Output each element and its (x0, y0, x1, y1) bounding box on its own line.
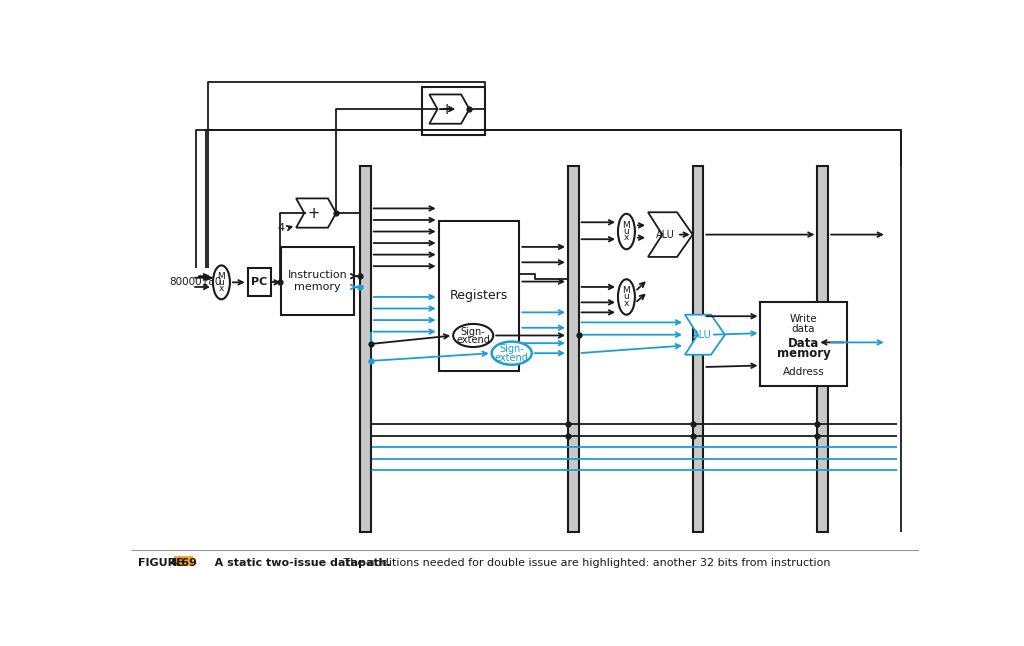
Polygon shape (685, 315, 725, 355)
Bar (174, 556, 193, 567)
Bar (422, 87, 484, 134)
Text: memory: memory (294, 282, 341, 292)
Text: +: + (441, 101, 453, 116)
Text: Sign-: Sign- (500, 344, 524, 354)
Text: u: u (624, 227, 630, 236)
Text: u: u (218, 278, 224, 287)
Text: M: M (217, 272, 225, 280)
Text: x: x (219, 284, 224, 293)
Bar (248, 269, 270, 297)
Ellipse shape (617, 214, 635, 249)
Ellipse shape (617, 279, 635, 315)
Text: The additions needed for double issue are highlighted: another 32 bits from inst: The additions needed for double issue ar… (340, 557, 830, 568)
Polygon shape (296, 198, 336, 227)
Text: M: M (623, 221, 631, 230)
Bar (692, 166, 703, 532)
Text: u: u (624, 293, 630, 302)
Bar (281, 247, 354, 315)
Text: x: x (624, 298, 629, 307)
Text: data: data (792, 324, 815, 333)
Bar (438, 221, 519, 371)
Text: Write: Write (790, 315, 817, 324)
Text: Sign-: Sign- (461, 327, 485, 337)
Bar (817, 166, 828, 532)
Text: Instruction: Instruction (288, 271, 347, 280)
Text: 4: 4 (278, 224, 285, 233)
Text: ALU: ALU (692, 329, 712, 340)
Text: M: M (623, 286, 631, 295)
Text: PC: PC (251, 277, 267, 287)
Text: memory: memory (776, 348, 830, 360)
Text: 4.69: 4.69 (170, 557, 198, 568)
Text: Registers: Registers (450, 289, 508, 302)
Polygon shape (429, 94, 469, 124)
Text: A static two-issue datapath.: A static two-issue datapath. (203, 557, 391, 568)
Bar (568, 166, 579, 532)
Text: ALU: ALU (656, 229, 675, 240)
Text: Data: Data (787, 337, 819, 350)
Text: x: x (624, 233, 629, 242)
Ellipse shape (492, 342, 531, 365)
Text: extend: extend (495, 353, 528, 363)
Bar (761, 302, 847, 386)
Polygon shape (648, 213, 692, 257)
Text: extend: extend (457, 335, 490, 345)
Ellipse shape (454, 324, 494, 347)
Text: +: + (308, 205, 319, 220)
Text: 80000180: 80000180 (169, 277, 221, 287)
Text: FIGURE: FIGURE (138, 557, 187, 568)
Text: Address: Address (782, 367, 824, 377)
Bar (360, 166, 371, 532)
Ellipse shape (213, 266, 230, 299)
